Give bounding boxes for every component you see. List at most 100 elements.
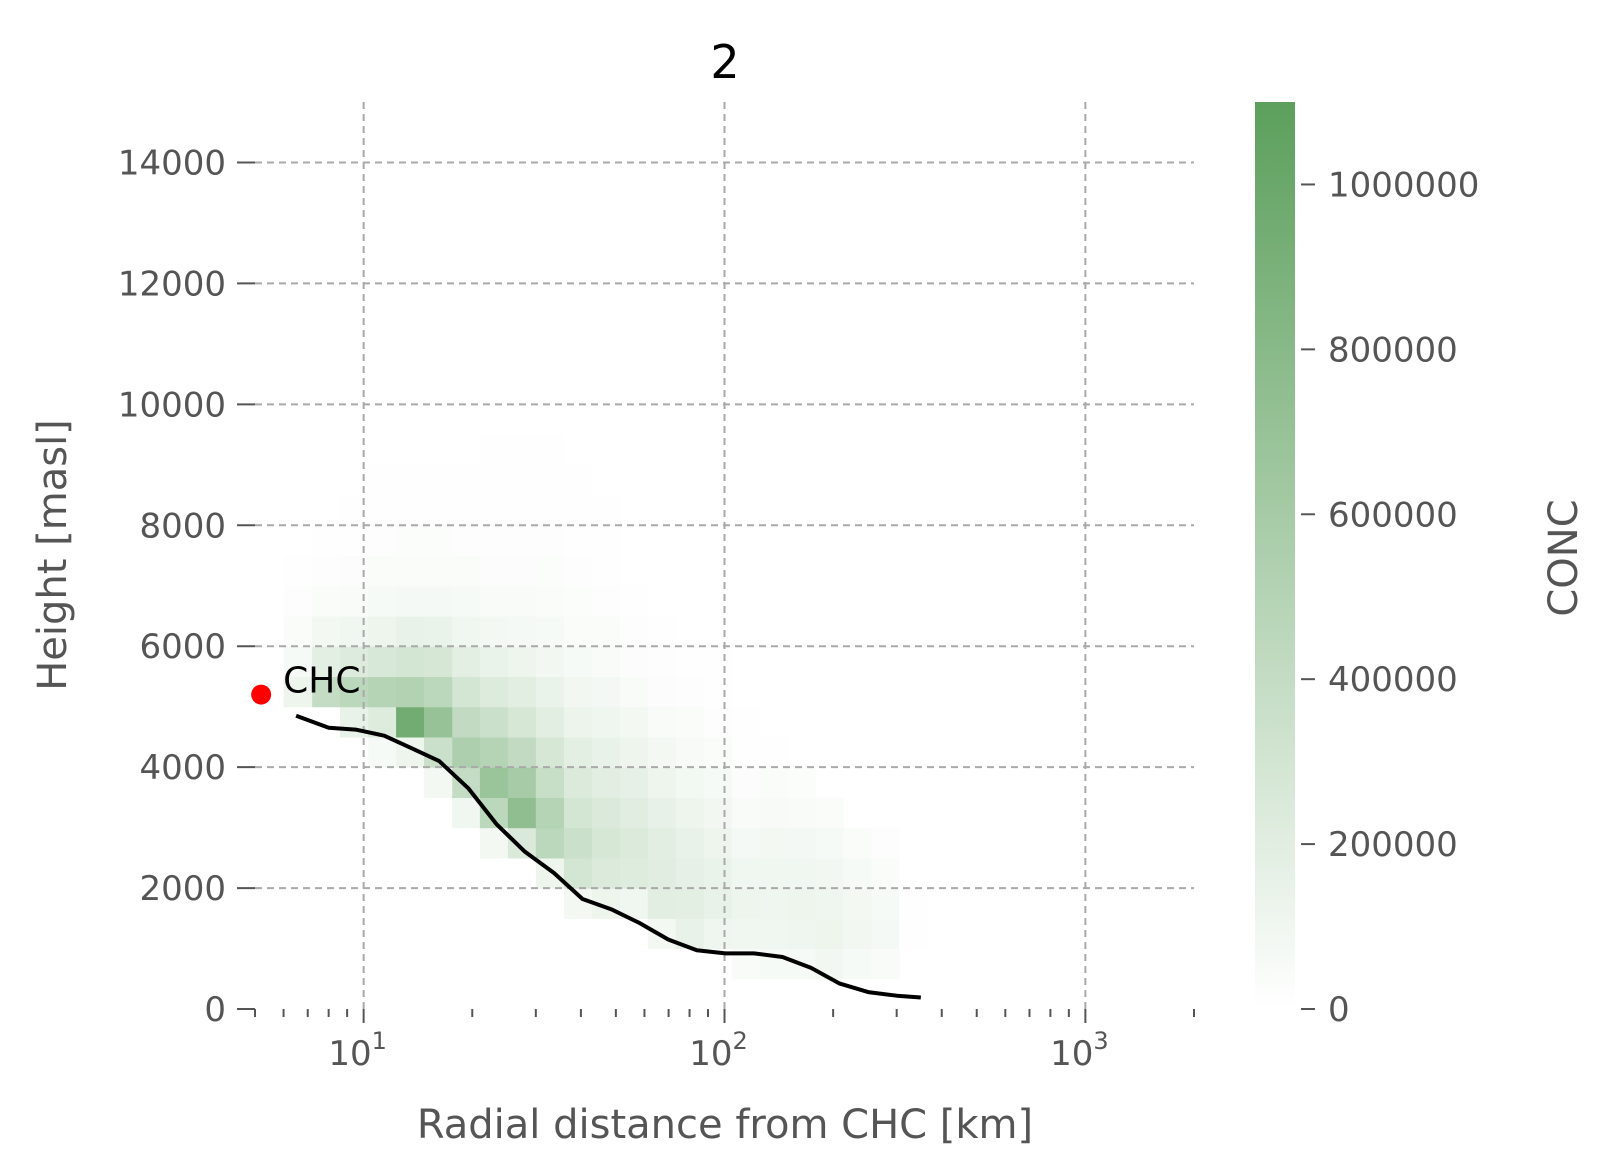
heatmap-cell <box>675 676 705 708</box>
heatmap-cell <box>815 797 845 829</box>
heatmap-cell <box>479 676 509 708</box>
heatmap-cell <box>452 676 481 708</box>
heatmap-cell <box>396 615 425 647</box>
heatmap-cell <box>703 797 733 829</box>
heatmap-cell <box>843 888 872 919</box>
heatmap-cell <box>563 495 593 526</box>
heatmap-cell <box>479 525 509 557</box>
heatmap-cell <box>675 857 705 889</box>
heatmap-cell <box>452 555 481 587</box>
heatmap-cell <box>563 525 593 557</box>
heatmap-cell <box>731 767 761 798</box>
heatmap-cell <box>452 797 481 829</box>
heatmap-cell <box>452 736 481 768</box>
heatmap-cell <box>424 706 453 738</box>
heatmap-cell <box>731 918 761 950</box>
x-axis: 101 102 103 <box>254 1009 1195 1074</box>
heatmap-cell <box>424 464 453 496</box>
heatmap-cell <box>507 615 537 647</box>
x-tick-label: 101 <box>328 1027 387 1074</box>
heatmap-cell <box>535 646 565 678</box>
heatmap-cell <box>647 827 677 859</box>
heatmap-cell <box>647 797 677 829</box>
heatmap-cell <box>479 434 509 466</box>
heatmap-cell <box>535 555 565 587</box>
heatmap-cell <box>507 646 537 678</box>
heatmap-cell <box>368 676 397 708</box>
heatmap-cell <box>591 585 621 617</box>
heatmap-cell <box>619 857 649 889</box>
heatmap-cell <box>396 585 425 617</box>
heatmap-cell <box>591 495 621 526</box>
y-axis: 0 2000 4000 6000 8000 10000 12000 14000 <box>118 143 255 1030</box>
heatmap-cell <box>563 857 593 889</box>
heatmap-cell <box>507 585 537 617</box>
heatmap-cell <box>535 706 565 738</box>
heatmap-cell <box>479 706 509 738</box>
heatmap-cell <box>703 706 733 738</box>
y-tick-label: 4000 <box>139 748 226 788</box>
heatmap-cell <box>563 615 593 647</box>
annotation-layer: CHC <box>251 661 360 705</box>
grid-lines <box>255 102 1194 1009</box>
heatmap-cell <box>535 615 565 647</box>
heatmap-cell <box>479 736 509 768</box>
heatmap-cell <box>396 676 425 708</box>
x-axis-label: Radial distance from CHC [km] <box>417 1102 1033 1148</box>
heatmap-cell <box>675 615 705 647</box>
heatmap-cell <box>535 736 565 768</box>
heatmap-cell <box>452 434 481 466</box>
heatmap-cell <box>452 525 481 557</box>
heatmap-cell <box>563 706 593 738</box>
heatmap-cell <box>424 615 453 647</box>
heatmap-cell <box>368 615 397 647</box>
heatmap-cell <box>312 585 341 617</box>
heatmap-cell <box>535 525 565 557</box>
heatmap-cell <box>899 827 928 859</box>
heatmap-cell <box>368 495 397 526</box>
heatmap-cell <box>368 464 397 496</box>
heatmap-cell <box>479 767 509 798</box>
heatmap-cell <box>507 404 537 436</box>
heatmap-cell <box>731 736 761 768</box>
heatmap-cell <box>787 767 817 798</box>
heatmap-cell <box>507 374 537 405</box>
heatmap-cell <box>283 555 313 587</box>
heatmap-cell <box>479 585 509 617</box>
heatmap-cell <box>815 827 845 859</box>
colorbar-tick-label: 400000 <box>1328 660 1458 700</box>
heatmap-cell <box>535 797 565 829</box>
heatmap-cell <box>507 767 537 798</box>
heatmap-cell <box>675 767 705 798</box>
heatmap-cell <box>731 797 761 829</box>
heatmap-cell <box>591 797 621 829</box>
heatmap-cell <box>507 736 537 768</box>
heatmap-cell <box>619 767 649 798</box>
heatmap-cell <box>396 706 425 738</box>
heatmap-cell <box>703 827 733 859</box>
heatmap-cell <box>647 736 677 768</box>
colorbar-tick-label: 800000 <box>1328 330 1458 370</box>
heatmap-cell <box>619 646 649 678</box>
heatmap-cell <box>479 464 509 496</box>
x-tick-label: 102 <box>689 1027 748 1074</box>
heatmap-cell <box>815 918 845 950</box>
heatmap-cell <box>843 948 872 980</box>
heatmap-cell <box>424 495 453 526</box>
heatmap-cell <box>675 736 705 768</box>
y-axis-label: Height [masl] <box>30 419 76 691</box>
heatmap-cell <box>703 767 733 798</box>
heatmap-cell <box>368 585 397 617</box>
heatmap-cell <box>591 646 621 678</box>
heatmap-cell <box>647 888 677 919</box>
colorbar: 0 200000 400000 600000 800000 1000000 <box>1255 102 1479 1030</box>
y-tick-label: 10000 <box>118 385 226 425</box>
heatmap-cell <box>703 857 733 889</box>
heatmap-cell <box>675 888 705 919</box>
heatmap-cell <box>731 827 761 859</box>
heatmap-cell <box>703 888 733 919</box>
heatmap-cell <box>452 464 481 496</box>
heatmap-cell <box>396 525 425 557</box>
colorbar-ticks: 0 200000 400000 600000 800000 1000000 <box>1301 165 1479 1030</box>
chc-label: CHC <box>283 661 360 702</box>
